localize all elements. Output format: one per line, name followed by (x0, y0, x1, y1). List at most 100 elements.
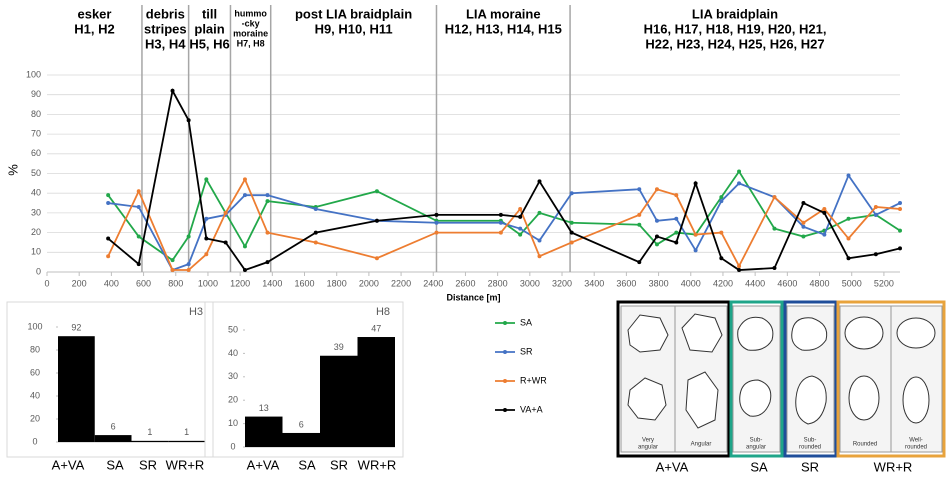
data-point (846, 217, 850, 221)
zone-label: hummo (234, 8, 267, 18)
x-tick-label: 2000 (359, 278, 379, 288)
data-point (243, 268, 247, 272)
data-point (801, 225, 805, 229)
x-tick-label: 5000 (842, 278, 862, 288)
panel-label: Sub- (804, 438, 817, 444)
data-point (694, 248, 698, 252)
zone-label: H12, H13, H14, H15 (445, 21, 562, 36)
data-point (106, 237, 110, 241)
data-point (187, 235, 191, 239)
y-tick-label: 80 (30, 344, 40, 354)
x-tick-label: SA (298, 457, 316, 472)
legend-label: R+WR (520, 375, 547, 385)
x-tick-label: 3600 (616, 278, 636, 288)
data-point (537, 179, 541, 183)
bar (168, 441, 205, 442)
zone-label: stripes (144, 21, 187, 36)
y-tick-label: 10 (31, 247, 41, 257)
x-tick-label: 3200 (552, 278, 572, 288)
y-tick-label: 20 (228, 395, 238, 405)
data-point (772, 227, 776, 231)
zone-label: H3, H4 (145, 36, 186, 51)
data-point (737, 268, 741, 272)
data-point (171, 268, 175, 272)
bar (95, 435, 132, 442)
x-tick-label: 1200 (230, 278, 250, 288)
data-point (106, 201, 110, 205)
data-point (874, 213, 878, 217)
data-point (243, 244, 247, 248)
data-point (674, 193, 678, 197)
data-point (375, 189, 379, 193)
zone-label: plain (194, 21, 224, 36)
data-point (898, 201, 902, 205)
roundness-diagram (618, 302, 944, 456)
data-point (637, 187, 641, 191)
y-tick-label: 0 (32, 436, 37, 446)
data-point (637, 223, 641, 227)
x-tick-label: 1000 (198, 278, 218, 288)
data-point (874, 205, 878, 209)
y-tick-label: 40 (31, 188, 41, 198)
data-point (772, 266, 776, 270)
data-point (499, 221, 503, 225)
x-tick-label: 1600 (294, 278, 314, 288)
data-point (737, 181, 741, 185)
data-point (801, 201, 805, 205)
chart-title: H3 (189, 306, 203, 318)
legend-marker (503, 321, 507, 325)
bar (58, 336, 95, 442)
panel-label: Well- (909, 438, 923, 444)
data-point (719, 199, 723, 203)
x-tick-label: 3800 (649, 278, 669, 288)
data-point (801, 221, 805, 225)
figure: 0102030405060708090100020040060080010001… (0, 0, 947, 479)
y-tick-label: 60 (30, 367, 40, 377)
data-point (570, 231, 574, 235)
x-tick-label: 800 (168, 278, 183, 288)
y-tick-label: 80 (31, 109, 41, 119)
zone-label: LIA moraine (466, 6, 541, 21)
y-tick-label: 50 (31, 168, 41, 178)
y-tick-label: 60 (31, 148, 41, 158)
data-point (694, 233, 698, 237)
zone-label: H5, H6 (189, 36, 229, 51)
data-point (243, 177, 247, 181)
zone-label: till (202, 6, 217, 21)
data-point (137, 235, 141, 239)
x-tick-label: 2600 (455, 278, 475, 288)
data-point (898, 246, 902, 250)
data-point (204, 177, 208, 181)
zone-label: H22, H23, H24, H25, H26, H27 (645, 36, 824, 51)
data-point (265, 199, 269, 203)
y-tick-label: 0 (36, 266, 41, 276)
x-tick-label: SR (139, 457, 157, 472)
data-point (846, 256, 850, 260)
panel-label: Sub- (750, 438, 763, 444)
y-tick-label: 40 (30, 390, 40, 400)
data-point (674, 240, 678, 244)
data-point (265, 260, 269, 264)
x-tick-label: A+VA (247, 457, 280, 472)
x-tick-label: 2400 (423, 278, 443, 288)
zone-label: moraine (233, 28, 268, 38)
data-point (822, 211, 826, 215)
data-point (898, 207, 902, 211)
data-point (171, 89, 175, 93)
zone-label: post LIA braidplain (295, 6, 412, 21)
data-point (537, 254, 541, 258)
y-axis-label: % (5, 164, 20, 176)
data-point (204, 252, 208, 256)
legend-label: SR (520, 346, 533, 356)
legend-marker (503, 379, 507, 383)
data-point (204, 237, 208, 241)
x-tick-label: 600 (136, 278, 151, 288)
pebble (845, 317, 883, 349)
zone-label: LIA braidplain (692, 6, 778, 21)
chart-title: H8 (376, 306, 390, 318)
bar (245, 417, 283, 447)
data-point (499, 213, 503, 217)
data-point (187, 262, 191, 266)
data-point (518, 233, 522, 237)
data-point (265, 231, 269, 235)
